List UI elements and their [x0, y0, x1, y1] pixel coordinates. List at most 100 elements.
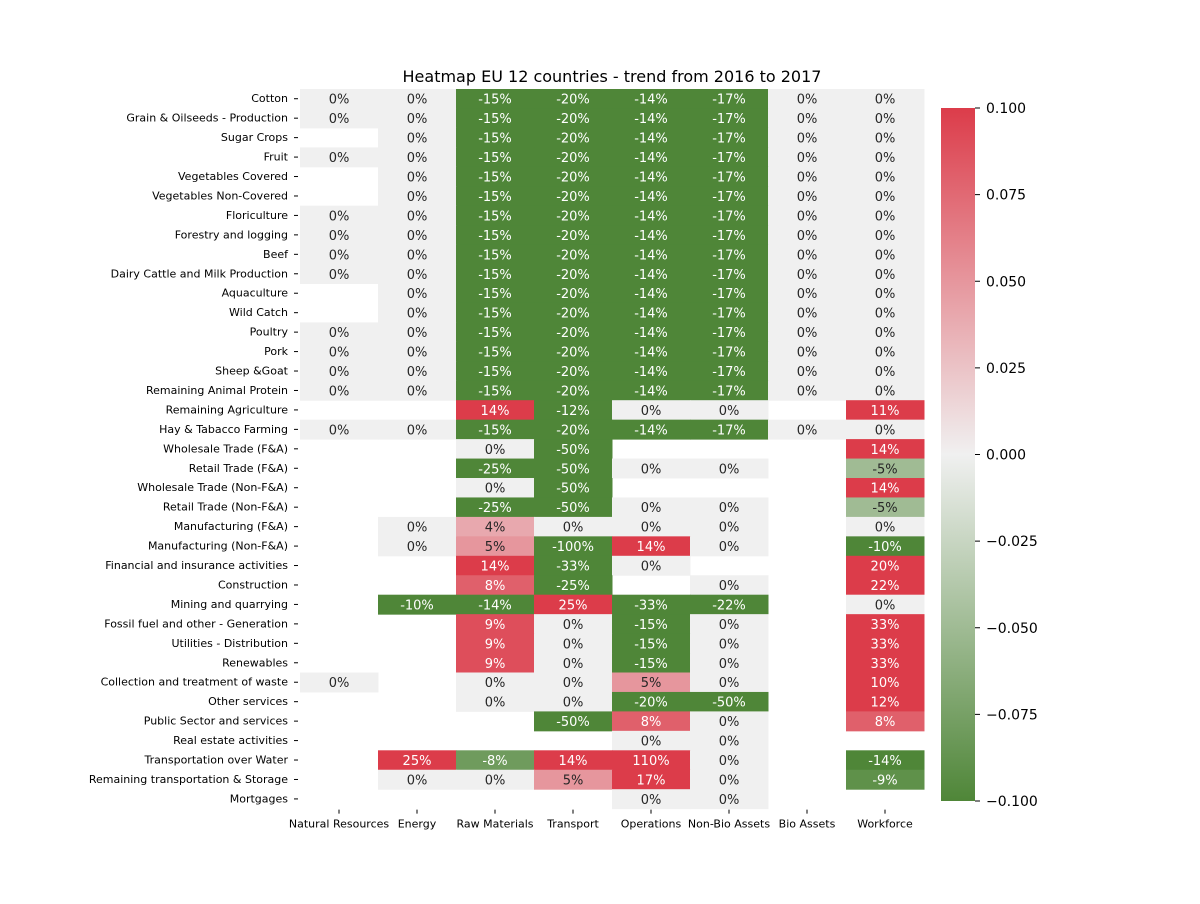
heatmap-cell	[846, 555, 925, 576]
cell-value-label: -20%	[556, 307, 590, 322]
heatmap-cell	[534, 516, 613, 537]
heatmap-cell	[612, 225, 691, 246]
row-label: Fruit	[264, 151, 289, 164]
cell-value-label: 0%	[407, 326, 428, 341]
cell-value-label: 0%	[407, 287, 428, 302]
heatmap-cell	[378, 147, 457, 168]
cell-labels: 0% 0% -15% -20% -14% -17% 0% 0% 0% 0% -15% -20% -14%…	[329, 93, 902, 808]
heatmap-cell	[534, 478, 613, 498]
cell-value-label: -15%	[478, 287, 512, 302]
cell-value-label: 9%	[485, 637, 506, 652]
heatmap-cell	[378, 594, 457, 615]
colorbar-tick-label: 0.100	[986, 101, 1026, 117]
row-label: Forestry and logging	[175, 228, 288, 241]
cell-value-label: -20%	[556, 384, 590, 399]
heatmap-cell	[378, 419, 457, 440]
cell-value-label: 0%	[797, 132, 818, 147]
heatmap-cell	[534, 186, 613, 207]
cell-value-label: 0%	[875, 307, 896, 322]
heatmap-cell	[690, 594, 769, 615]
heatmap-cell	[690, 302, 769, 323]
heatmap-cell	[378, 769, 457, 790]
cell-value-label: 0%	[329, 676, 350, 691]
row-label: Retail Trade (Non-F&A)	[163, 501, 288, 514]
heatmap-cell	[534, 341, 613, 362]
cell-value-label: -17%	[712, 132, 746, 147]
row-label: Financial and insurance activities	[105, 559, 288, 572]
cell-value-label: -14%	[634, 268, 668, 283]
cell-value-label: 0%	[407, 423, 428, 438]
cell-value-label: 0%	[641, 735, 662, 750]
heatmap-cell	[846, 614, 925, 635]
row-label: Sugar Crops	[221, 131, 288, 144]
cell-value-label: 0%	[485, 482, 506, 497]
cell-value-label: -17%	[712, 268, 746, 283]
cell-value-label: 22%	[871, 579, 900, 594]
heatmap-cell	[690, 166, 769, 187]
row-label: Remaining transportation & Storage	[89, 773, 288, 786]
cell-value-label: 11%	[871, 404, 900, 419]
cell-value-label: 14%	[481, 404, 510, 419]
heatmap-cell	[690, 633, 769, 654]
row-label: Remaining Agriculture	[166, 403, 289, 416]
heatmap-cell	[690, 361, 769, 382]
heatmap-cell	[768, 244, 847, 265]
cell-value-label: 0%	[797, 93, 818, 108]
cell-value-label: 33%	[871, 637, 900, 652]
heatmap-cell	[690, 341, 769, 362]
cell-value-label: 33%	[871, 657, 900, 672]
cell-value-label: 0%	[719, 540, 740, 555]
heatmap-cell	[534, 264, 613, 284]
row-label: Retail Trade (F&A)	[189, 462, 288, 475]
cell-value-label: 0%	[875, 151, 896, 166]
row-label: Remaining Animal Protein	[146, 384, 288, 397]
cell-value-label: -20%	[556, 151, 590, 166]
heatmap-cell	[534, 633, 613, 654]
heatmap-cell	[690, 322, 769, 343]
cell-value-label: 8%	[875, 715, 896, 730]
cell-value-label: 0%	[407, 112, 428, 127]
heatmap-cell	[612, 769, 691, 790]
heatmap-cell	[456, 536, 535, 557]
heatmap-cell	[612, 614, 691, 635]
heatmap-cell	[768, 283, 847, 304]
heatmap-cell	[300, 205, 379, 226]
cell-value-label: -17%	[712, 365, 746, 380]
cell-value-label: 0%	[563, 657, 584, 672]
heatmap-cell	[768, 264, 847, 284]
cell-value-label: -15%	[634, 618, 668, 633]
cell-value-label: -14%	[634, 346, 668, 361]
cell-value-label: -17%	[712, 190, 746, 205]
heatmap-cell	[690, 691, 769, 712]
heatmap-cell	[612, 419, 691, 440]
cell-value-label: -14%	[634, 365, 668, 380]
heatmap-cell	[690, 750, 769, 771]
cell-value-label: -20%	[556, 248, 590, 263]
column-label: Energy	[398, 818, 437, 831]
heatmap-cell	[768, 225, 847, 246]
heatmap-cell	[456, 302, 535, 323]
heatmap-cell	[456, 691, 535, 712]
heatmap-cell	[534, 283, 613, 304]
heatmap-cell	[612, 633, 691, 654]
heatmap-cell	[612, 341, 691, 362]
cell-value-label: 0%	[875, 112, 896, 127]
cell-value-label: 0%	[641, 404, 662, 419]
heatmap-cell	[534, 244, 613, 265]
cell-value-label: 0%	[797, 171, 818, 186]
cell-value-label: 0%	[641, 462, 662, 477]
heatmap-cell	[846, 127, 925, 148]
heatmap-cell	[846, 575, 925, 596]
heatmap-cell	[690, 380, 769, 401]
cell-value-label: 0%	[329, 229, 350, 244]
cell-value-label: 0%	[329, 209, 350, 224]
cell-value-label: 0%	[875, 423, 896, 438]
cell-value-label: -15%	[478, 268, 512, 283]
heatmap-cell	[378, 166, 457, 187]
cell-value-label: 0%	[563, 696, 584, 711]
cell-value-label: -17%	[712, 307, 746, 322]
cell-value-label: -33%	[634, 598, 668, 613]
heatmap-cell	[300, 322, 379, 343]
cell-value-label: 0%	[797, 248, 818, 263]
cell-value-label: 0%	[407, 346, 428, 361]
